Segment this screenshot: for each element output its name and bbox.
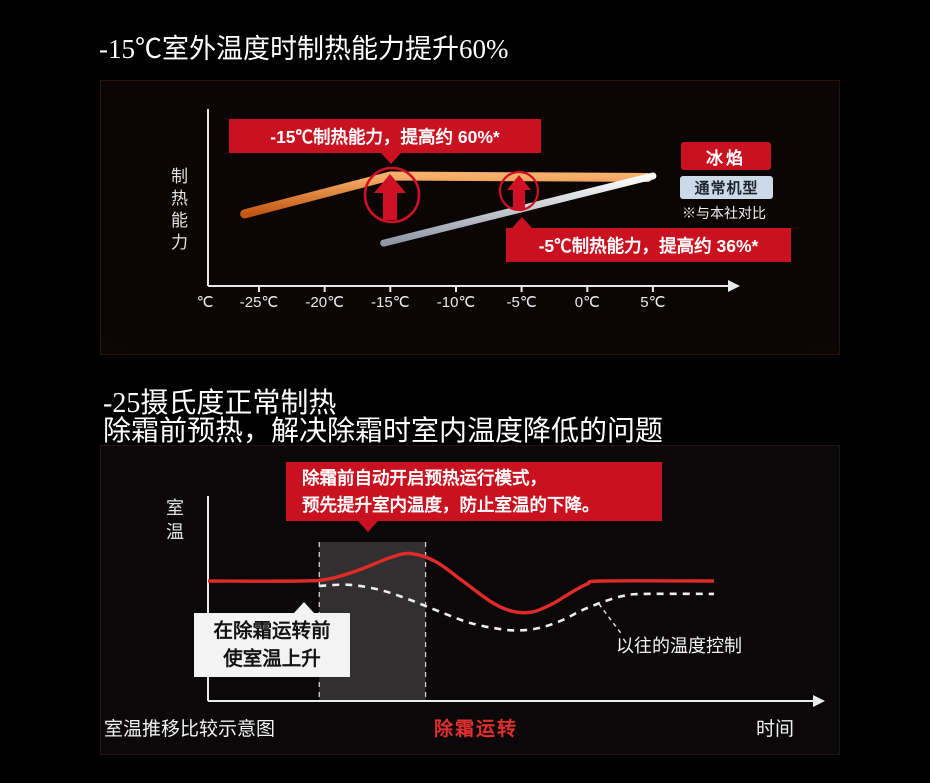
section1-title: -15℃室外温度时制热能力提升60% [99, 34, 509, 64]
gain-circle-big-icon [363, 166, 421, 224]
defrost-operation-label: 除霜运转 [433, 719, 518, 740]
legend-brand-badge: 冰焰 [681, 142, 771, 170]
svg-text:5℃: 5℃ [640, 294, 665, 311]
legacy-label-pointer [598, 603, 624, 637]
legend-normal-badge: 通常机型 [680, 176, 773, 199]
svg-text:℃: ℃ [197, 294, 214, 311]
callout-minus15-capacity: -15℃制热能力，提高约 60%* [229, 119, 541, 164]
section2-title: -25摄氏度正常制热 [103, 388, 337, 419]
heating-capacity-panel: ℃ -25℃ -20℃ -15℃ -10℃ -5℃ 0℃ 5℃ 制热能力 -15℃制热能力，提… [100, 80, 840, 355]
svg-text:-20℃: -20℃ [305, 294, 344, 311]
heating-capacity-chart: ℃ -25℃ -20℃ -15℃ -10℃ -5℃ 0℃ 5℃ [197, 109, 740, 311]
preheat-callout-line2: 预先提升室内温度，防止室温的下降。 [302, 494, 600, 515]
preheat-callout-pointer-icon [358, 521, 378, 532]
chart2-caption: 室温推移比较示意图 [104, 719, 276, 740]
section2-subtitle: 除霜前预热，解决除霜时室内温度降低的问题 [103, 416, 664, 447]
svg-text:-25℃: -25℃ [240, 294, 279, 311]
preheat-temp-curve [207, 551, 715, 615]
callout-pointer-down-icon [381, 153, 401, 164]
room-temp-panel: 室温 除霜前自动开启预热运行模式， 预先提升室内温度，防止室温的下降。 在除霜运… [100, 445, 840, 755]
callout-minus5-capacity: -5℃制热能力，提高约 36%* [506, 217, 791, 262]
legacy-temp-curve [319, 583, 715, 632]
legacy-control-label: 以往的温度控制 [616, 636, 742, 656]
chart2-y-axis-label: 室温 [164, 498, 184, 546]
note-box-line1: 在除霜运转前 [213, 619, 331, 642]
time-axis-label: 时间 [756, 719, 795, 740]
gain-circle-small-icon [498, 170, 540, 212]
gain-arrow-small-icon [507, 175, 531, 209]
gain-arrow-big-icon [374, 174, 406, 220]
svg-text:-10℃: -10℃ [437, 294, 476, 311]
chart1-axes [207, 109, 728, 287]
legend-comparison-note: ※与本社对比 [682, 205, 766, 221]
svg-text:0℃: 0℃ [575, 294, 600, 311]
chart1-y-axis-label: 制热能力 [168, 167, 187, 255]
svg-text:-5℃: -5℃ [507, 294, 537, 311]
svg-text:-15℃: -15℃ [371, 294, 410, 311]
callout-minus5-text: -5℃制热能力，提高约 36%* [538, 235, 759, 256]
note-box-pointer-icon [294, 602, 314, 613]
chart1-x-ticks: ℃ -25℃ -20℃ -15℃ -10℃ -5℃ 0℃ 5℃ [197, 286, 666, 311]
callout-minus15-text: -15℃制热能力，提高约 60%* [270, 126, 500, 147]
preheat-callout-line1: 除霜前自动开启预热运行模式， [302, 468, 547, 489]
callout-pointer-up-icon [512, 217, 532, 228]
preheat-note-box: 在除霜运转前 使室温上升 [194, 602, 350, 677]
time-axis-arrow-icon [813, 695, 825, 707]
x-axis-arrow-icon [728, 280, 740, 292]
note-box-line2: 使室温上升 [223, 648, 321, 670]
preheat-callout: 除霜前自动开启预热运行模式， 预先提升室内温度，防止室温的下降。 [286, 462, 662, 532]
